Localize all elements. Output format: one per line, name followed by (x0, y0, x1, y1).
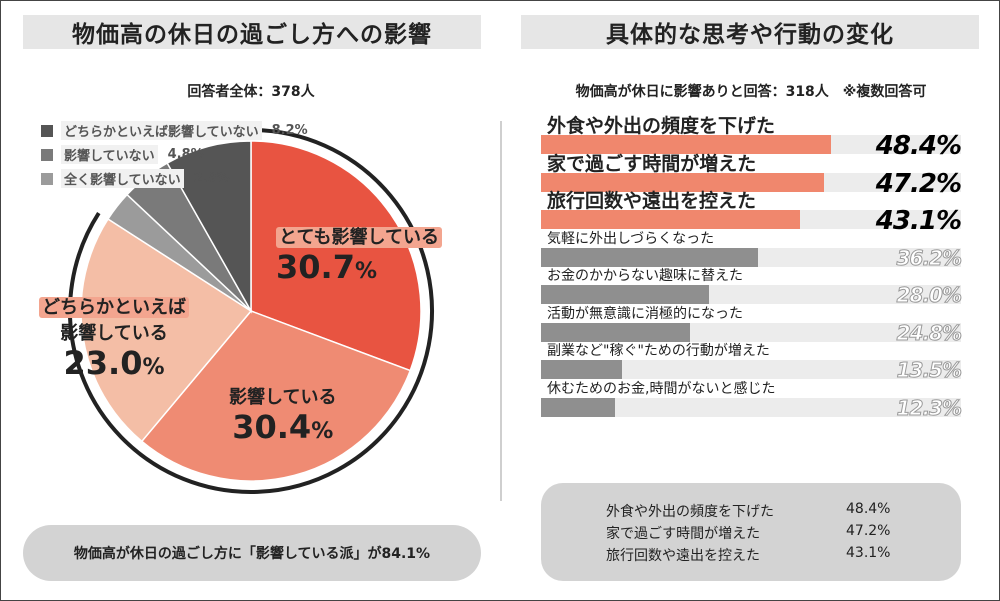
slice-label-text: どちらかといえば (39, 297, 189, 318)
bar (541, 322, 690, 342)
bar-row: 家で過ごす時間が増えた 47.2% (541, 153, 962, 209)
bar-label: 気軽に外出しづらくなった (547, 230, 715, 247)
summary-value: 47.2% (846, 523, 891, 539)
bar-value-label: 47.2% (875, 168, 962, 199)
slice-label-value: 30.4 (232, 408, 312, 446)
legend-swatch (41, 124, 53, 137)
bar-value-label: 12.3% (896, 395, 962, 420)
right-subtitle: 物価高が休日に影響ありと回答：318人 ※複数回答可 (575, 84, 927, 100)
slice-label-unit: % (311, 419, 334, 444)
slice-label-value: 30.7 (276, 248, 355, 286)
bar-track (541, 360, 961, 379)
pie-chart (68, 128, 434, 494)
bar-label: 外食や外出の頻度を下げた (547, 115, 776, 137)
summary-value: 43.1% (846, 545, 891, 561)
legend-value: 2.9% (193, 171, 230, 186)
legend-swatch (41, 148, 53, 161)
slice-label-unit: % (354, 259, 377, 284)
slice-label-unit: % (142, 355, 165, 380)
bar (541, 360, 622, 379)
bar-label: 旅行回数や遠出を控えた (547, 190, 757, 212)
bar-label: 休むためのお金,時間がないと感じた (547, 380, 776, 397)
summary-label: 旅行回数や遠出を控えた (606, 548, 760, 564)
bar (541, 285, 709, 304)
right-title: 具体的な思考や行動の変化 (521, 15, 979, 49)
pie-slice-0 (250, 140, 422, 372)
pie-slice-5 (166, 140, 252, 314)
left-title: 物価高の休日の過ごし方への影響 (23, 15, 481, 49)
bar-row: 外食や外出の頻度を下げた 48.4% (541, 115, 962, 171)
bar-row: 旅行回数や遠出を控えた 43.1% (541, 190, 962, 246)
pie-outer-arc (68, 128, 434, 494)
summary-row: 家で過ごす時間が増えた 47.2% (606, 523, 890, 543)
legend-item-not-at-all: 全く影響していない 2.9% (41, 169, 230, 188)
bar-value-label: 48.4% (875, 131, 962, 161)
summary-row: 旅行回数や遠出を控えた 43.1% (606, 545, 890, 565)
bar-row: お金のかからない趣味に替えた 28.0% (541, 268, 963, 321)
pie-slice-1 (140, 310, 412, 482)
slice-label-text: 影響している (229, 387, 337, 408)
legend-label: 影響していない (61, 145, 158, 164)
bar-label: 家で過ごす時間が増えた (547, 152, 757, 175)
bar-track (541, 397, 961, 417)
legend-value: 8.2% (271, 123, 308, 138)
bar (541, 247, 759, 267)
summary-row: 外食や外出の頻度を下げた 48.4% (606, 501, 890, 521)
bar-value-label: 36.2% (896, 245, 962, 270)
bar (541, 397, 615, 417)
legend-label: どちらかといえば影響していない (61, 121, 262, 140)
slice-label-text: とても影響している (276, 227, 443, 248)
summary-value: 48.4% (846, 501, 891, 517)
right-summary-box: 外食や外出の頻度を下げた 48.4% 家で過ごす時間が増えた 47.2% 旅行回… (541, 483, 961, 581)
slice-label-somewhat: どちらかといえば 影響している 23.0% (39, 293, 189, 386)
bar-label: お金のかからない趣味に替えた (547, 268, 743, 284)
left-subtitle: 回答者全体：378人 (187, 84, 315, 100)
bar (541, 172, 825, 192)
left-summary-pill: 物価高が休日の過ごし方に「影響している派」が84.1% (23, 525, 481, 581)
slice-label-text-2: 影響している (60, 323, 168, 344)
bar-label: 副業など"稼ぐ"ための行動が増えた (547, 343, 770, 359)
summary-label: 外食や外出の頻度を下げた (606, 504, 774, 520)
bar-row: 副業など"稼ぐ"ための行動が増えた 13.5% (541, 343, 963, 396)
slice-label-affects: 影響している 30.4% (229, 383, 336, 450)
pie-slice-2 (80, 217, 253, 443)
slice-label-value: 23.0 (63, 344, 143, 382)
bar-row: 気軽に外出しづらくなった 36.2% (541, 231, 963, 284)
summary-label: 家で過ごす時間が増えた (606, 526, 761, 542)
bar-value-label: 13.5% (896, 358, 962, 383)
bar-row: 休むためのお金,時間がないと感じた 12.3% (541, 381, 963, 434)
panel-divider (500, 121, 502, 501)
bar-row: 活動が無意識に消極的になった 24.8% (541, 306, 963, 359)
bar (541, 210, 800, 229)
bar-value-label: 24.8% (896, 320, 962, 345)
legend-item-somewhat-not: どちらかといえば影響していない 8.2% (41, 121, 308, 140)
legend-item-not: 影響していない 4.8% (41, 145, 204, 164)
bar (541, 135, 832, 154)
bar-value-label: 43.1% (875, 206, 962, 236)
bar-label: 活動が無意識に消極的になった (547, 305, 743, 322)
legend-swatch (41, 172, 53, 185)
slice-label-very: とても影響している 30.7% (276, 223, 443, 290)
legend-value: 4.8% (167, 147, 204, 162)
legend-label: 全く影響していない (61, 169, 184, 188)
bar-value-label: 28.0% (896, 283, 962, 308)
